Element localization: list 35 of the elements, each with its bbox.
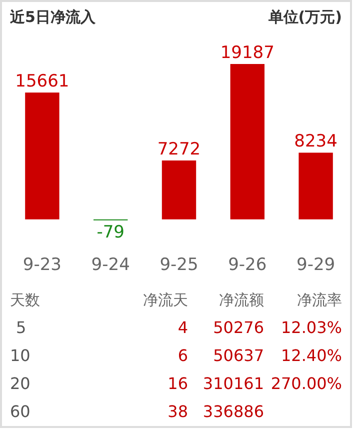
category-label: 净流额	[219, 291, 264, 309]
data-label: 8234	[294, 132, 338, 152]
category-label: 天数	[10, 291, 40, 309]
x-tick-label: 9-24	[91, 255, 130, 275]
text: 6	[178, 346, 188, 365]
category-label: 净流天	[143, 291, 188, 309]
text: 5	[16, 318, 26, 337]
text: 310161	[202, 374, 264, 393]
data-label: 19187	[220, 43, 274, 63]
text: 12.03%	[280, 318, 342, 337]
chart-title: 近5日净流入	[9, 8, 96, 26]
text: 10	[10, 346, 30, 365]
bar	[25, 92, 60, 220]
bar	[230, 64, 264, 220]
text: 336886	[202, 402, 264, 421]
text: 20	[10, 374, 30, 393]
x-tick-label: 9-26	[228, 255, 267, 275]
data-label: 7272	[157, 139, 201, 160]
text: 50276	[213, 318, 264, 337]
text: 12.40%	[280, 346, 342, 365]
text: 60	[10, 402, 30, 421]
y-axis-title: 单位(万元)	[267, 8, 342, 26]
bar	[162, 160, 196, 220]
text: 270.00%	[270, 374, 342, 393]
text: 50637	[213, 346, 264, 365]
text: 4	[178, 318, 188, 337]
data-label: -79	[96, 222, 124, 242]
data-label: 15661	[15, 72, 70, 92]
category-label: 净流率	[297, 291, 342, 309]
x-tick-label: 9-25	[160, 255, 198, 275]
bar	[298, 152, 333, 220]
text: 38	[168, 402, 188, 421]
x-tick-label: 9-29	[296, 255, 336, 275]
text: 16	[168, 374, 188, 393]
x-tick-label: 9-23	[22, 255, 62, 275]
